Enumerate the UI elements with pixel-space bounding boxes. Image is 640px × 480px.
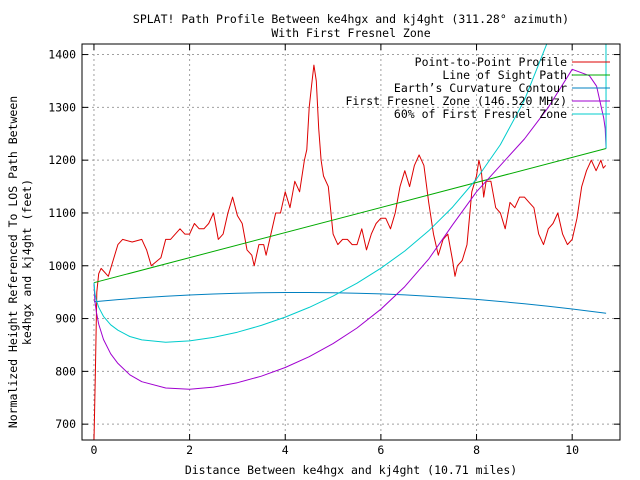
series-line-earth-s-curvature-contour: [93, 292, 607, 314]
plot-frame: [81, 43, 621, 441]
y-tick-label: 1000: [48, 259, 76, 273]
legend-label-line-of-sight-path: Line of Sight Path: [442, 68, 567, 82]
series-line-point-to-point-profile: [93, 64, 607, 440]
y-tick-label: 900: [55, 312, 76, 326]
legend-label-first-fresnel-zone-146-520-mhz: First Fresnel Zone (146.520 MHz): [345, 94, 567, 108]
y-axis-label-line2: ke4hgx and kj4ght (feet): [20, 179, 34, 345]
series-line-60-of-first-fresnel-zone: [93, 44, 607, 343]
x-axis-label: Distance Between ke4hgx and kj4ght (10.7…: [185, 463, 517, 477]
x-tick-label: 2: [186, 443, 193, 457]
legend-label-60-of-first-fresnel-zone: 60% of First Fresnel Zone: [394, 107, 567, 121]
grid: [82, 44, 620, 440]
x-tick-label: 10: [565, 443, 579, 457]
y-tick-label: 800: [55, 364, 76, 378]
x-tick-label: 8: [473, 443, 480, 457]
legend-label-earth-s-curvature-contour: Earth’s Curvature Contour: [394, 81, 567, 95]
series-line-line-of-sight-path: [93, 148, 607, 284]
series-line-first-fresnel-zone-146-520-mhz: [93, 68, 607, 390]
series-group: [93, 44, 607, 440]
y-tick-label: 700: [55, 417, 76, 431]
y-tick-label: 1200: [48, 153, 76, 167]
chart-subtitle: With First Fresnel Zone: [271, 26, 430, 40]
x-tick-label: 6: [377, 443, 384, 457]
chart-title: SPLAT! Path Profile Between ke4hgx and k…: [133, 12, 569, 26]
x-tick-label: 4: [282, 443, 289, 457]
axis-ticks: 0 2 4 6 8 10 700 800 900 1000 1100 1200 1300 1400: [48, 44, 620, 457]
y-tick-label: 1100: [48, 206, 76, 220]
x-tick-label: 0: [90, 443, 97, 457]
legend-label-point-to-point-profile: Point-to-Point Profile: [415, 55, 567, 69]
y-axis-label: Normalized Height Referenced To LOS Path…: [6, 96, 20, 428]
y-tick-label: 1300: [48, 100, 76, 114]
y-tick-label: 1400: [48, 48, 76, 62]
